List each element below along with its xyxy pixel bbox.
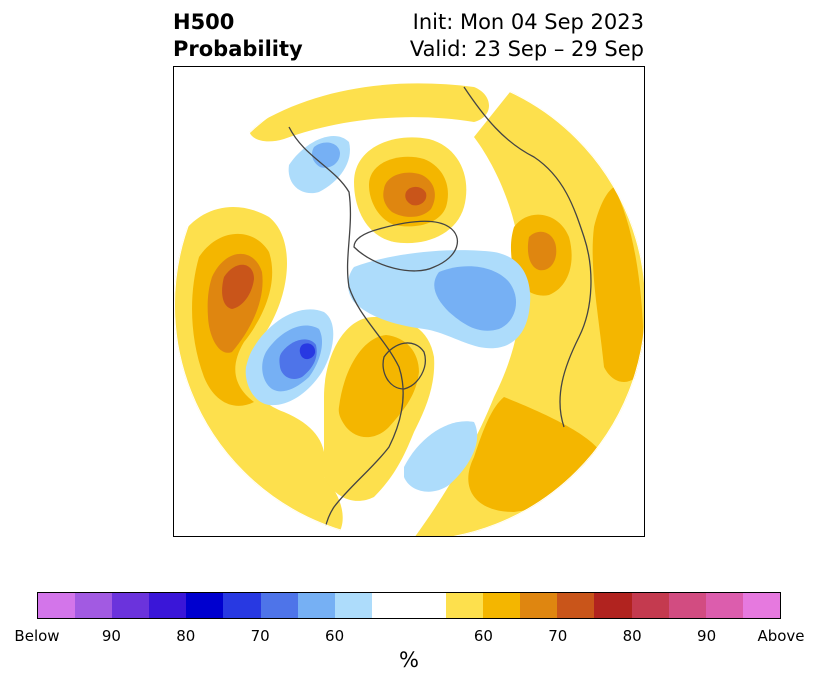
colorbar-segment-4 [186, 593, 223, 618]
colorbar-segment-6 [261, 593, 298, 618]
colorbar-segment-3 [149, 593, 186, 618]
colorbar-segment-16 [632, 593, 669, 618]
colorbar-segment-1 [75, 593, 112, 618]
colorbar [37, 592, 781, 619]
contour-above-70-europe [528, 232, 556, 270]
colorbar-segment-9 [372, 593, 409, 618]
title-right: Init: Mon 04 Sep 2023 Valid: 23 Sep – 29… [410, 9, 644, 63]
colorbar-tick-label-7: 80 [623, 627, 642, 645]
colorbar-segment-19 [743, 593, 780, 618]
colorbar-segment-0 [38, 593, 75, 618]
colorbar-tick-label-2: 80 [176, 627, 195, 645]
colorbar-segment-15 [594, 593, 631, 618]
title-init-date: Init: Mon 04 Sep 2023 [410, 9, 644, 36]
colorbar-segment-17 [669, 593, 706, 618]
probability-map [174, 67, 645, 537]
colorbar-segment-8 [335, 593, 372, 618]
colorbar-segment-18 [706, 593, 743, 618]
colorbar-segment-5 [223, 593, 260, 618]
colorbar-tick-label-5: 60 [474, 627, 493, 645]
colorbar-tick-label-8: 90 [697, 627, 716, 645]
colorbar-segment-14 [557, 593, 594, 618]
colorbar-segment-13 [520, 593, 557, 618]
title-variable: H500 [173, 9, 303, 36]
colorbar-segment-12 [483, 593, 520, 618]
colorbar-unit-label: % [399, 648, 419, 672]
map-panel [173, 66, 645, 537]
contour-above-60-arctic-arc [249, 83, 489, 141]
colorbar-tick-label-6: 70 [548, 627, 567, 645]
colorbar-segment-7 [298, 593, 335, 618]
title-left: H500 Probability [173, 9, 303, 63]
colorbar-segment-2 [112, 593, 149, 618]
colorbar-tick-label-3: 70 [251, 627, 270, 645]
colorbar-tick-label-0: Below [14, 627, 59, 645]
title-product: Probability [173, 36, 303, 63]
colorbar-segment-10 [409, 593, 446, 618]
colorbar-tick-label-1: 90 [102, 627, 121, 645]
map-contours [174, 83, 645, 537]
colorbar-tick-label-9: Above [757, 627, 804, 645]
colorbar-tick-label-4: 60 [325, 627, 344, 645]
title-valid-range: Valid: 23 Sep – 29 Sep [410, 36, 644, 63]
colorbar-segment-11 [446, 593, 483, 618]
